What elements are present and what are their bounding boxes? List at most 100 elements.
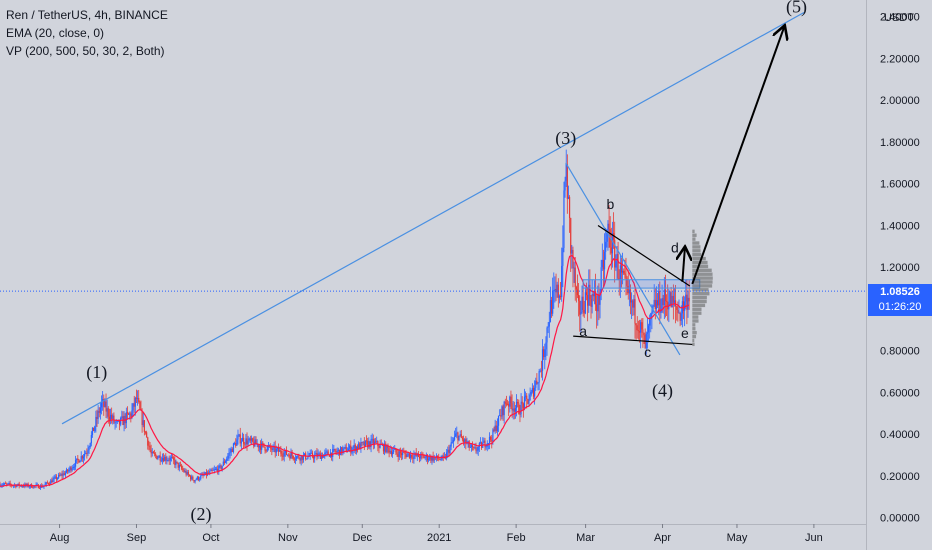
candle[interactable] [184,468,186,473]
candle[interactable] [567,185,570,200]
candle[interactable] [69,465,71,473]
candle[interactable] [124,413,126,430]
candle[interactable] [192,475,194,481]
candle[interactable] [547,322,549,334]
candle[interactable] [175,459,177,469]
trendline[interactable] [565,162,681,356]
candle[interactable] [646,317,649,349]
candle[interactable] [391,447,394,458]
candle[interactable] [217,465,219,475]
candle[interactable] [86,448,88,459]
candle[interactable] [249,435,251,444]
candle[interactable] [288,453,290,458]
candle[interactable] [437,455,439,461]
candle[interactable] [538,368,540,391]
candle[interactable] [425,452,427,462]
candle[interactable] [238,433,240,437]
candle[interactable] [149,442,151,453]
candle[interactable] [231,447,233,453]
candle[interactable] [403,447,405,454]
candle[interactable] [598,283,600,321]
candle[interactable] [99,402,101,420]
candle[interactable] [540,360,542,378]
candle[interactable] [127,412,130,416]
candle[interactable] [188,474,191,477]
candle[interactable] [362,441,364,446]
candle[interactable] [511,394,513,418]
candle[interactable] [458,435,460,442]
candle[interactable] [112,413,114,425]
projection-arrow[interactable] [691,27,784,285]
candle[interactable] [109,408,112,425]
candle[interactable] [245,434,247,449]
candle[interactable] [156,455,158,460]
candle[interactable] [160,456,162,463]
time-axis[interactable]: Aug Sep Oct Nov Dec 2021 Feb Mar Apr May Jun [0,524,866,544]
candle[interactable] [602,249,605,288]
candle[interactable] [376,436,378,444]
candle[interactable] [246,432,248,451]
candle[interactable] [241,432,244,442]
candle[interactable] [575,285,577,303]
candle[interactable] [523,388,526,411]
candle[interactable] [264,446,266,454]
candle[interactable] [293,457,295,463]
candle[interactable] [370,434,372,453]
candle[interactable] [167,457,169,462]
candle[interactable] [315,450,317,455]
candle[interactable] [255,436,257,445]
candle[interactable] [300,455,302,466]
candle[interactable] [218,464,220,475]
subwave-label[interactable]: a [579,323,587,339]
candle[interactable] [1,483,3,488]
candle[interactable] [484,437,486,451]
candle[interactable] [460,429,462,439]
candle[interactable] [150,444,152,458]
candle[interactable] [142,412,144,428]
candle[interactable] [561,247,563,302]
candle[interactable] [505,395,508,407]
candle[interactable] [552,277,554,317]
candle[interactable] [76,458,78,464]
candle[interactable] [121,410,123,420]
candle[interactable] [566,154,568,214]
candle[interactable] [501,405,503,420]
candle[interactable] [364,440,367,447]
candle[interactable] [63,470,65,476]
candle[interactable] [215,466,218,471]
candle[interactable] [453,430,456,442]
subwave-label[interactable]: b [607,196,615,212]
candle[interactable] [62,470,64,480]
candle[interactable] [54,474,56,479]
candle[interactable] [430,454,432,464]
candle[interactable] [331,452,333,461]
candle[interactable] [90,431,92,447]
candle[interactable] [258,445,261,453]
candle[interactable] [299,457,301,464]
candle[interactable] [659,281,661,325]
candle[interactable] [558,294,561,304]
candle[interactable] [478,441,480,452]
candle[interactable] [587,287,589,322]
candle[interactable] [87,444,89,457]
candle[interactable] [358,441,360,450]
candle[interactable] [290,448,292,459]
candle[interactable] [91,427,94,438]
candle[interactable] [196,475,198,481]
candle[interactable] [282,450,284,461]
candle[interactable] [661,284,663,314]
candle[interactable] [636,316,638,339]
candle[interactable] [77,455,79,465]
candle[interactable] [638,319,641,343]
candle[interactable] [287,454,289,457]
subwave-label[interactable]: e [681,325,689,341]
candle[interactable] [224,459,227,464]
candle[interactable] [393,446,395,455]
candle[interactable] [214,466,217,471]
candle[interactable] [94,425,96,433]
candle[interactable] [235,438,237,448]
candle[interactable] [415,448,417,458]
candle[interactable] [640,319,642,349]
candle[interactable] [265,449,267,453]
candle[interactable] [414,452,416,460]
